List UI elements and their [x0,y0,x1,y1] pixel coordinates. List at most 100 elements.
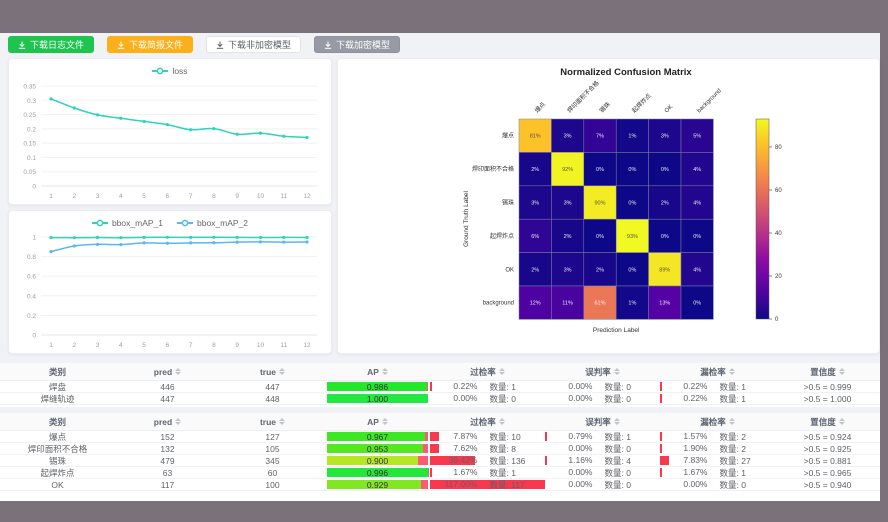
svg-text:0.2: 0.2 [27,126,36,133]
misjudge-rate-percent: 0.00% [568,479,593,489]
cm-cell [583,152,617,187]
svg-text:焊印面积不合格: 焊印面积不合格 [472,165,514,173]
ap-cell: 0.953 [325,443,430,454]
sort-caret-icon[interactable] [838,368,845,375]
download-plain-model-button[interactable]: 下载非加密模型 [206,36,302,53]
pred-cell: 117 [160,479,175,490]
sort-caret-icon[interactable] [613,368,620,375]
over-detect-rate: 0.00% 数量: 0 [430,393,545,404]
sort-caret-icon[interactable] [175,368,182,375]
miss-rate: 0.22% 数量: 1 [660,381,775,392]
svg-text:0.15: 0.15 [23,141,36,148]
confidence-cell: >0.5 = 1.000 [803,393,852,404]
category-cell: OK [51,479,64,490]
sort-caret-icon[interactable] [838,418,845,425]
download-icon [324,41,332,49]
download-report-button[interactable]: 下载简报文件 [107,36,194,53]
svg-text:0.3: 0.3 [27,98,36,105]
miss-rate: 1.57% 数量: 2 [660,431,775,442]
over-detect-rate: 0.22% 数量: 1 [430,381,545,392]
svg-text:OK: OK [664,104,674,114]
misjudge-rate-percent: 0.00% [568,443,593,453]
over-detect-rate-percent: 0.22% [453,381,478,391]
column-header-漏检率: 漏检率 [660,413,775,430]
column-header-AP: AP [325,363,430,380]
table-row: 爆点 152 127 0.967 7.87% 数量: 10 0.79% 数量: 1 1.57% 数… [0,431,880,443]
cm-cell [615,285,649,320]
miss-rate: 0.00% 数量: 0 [660,479,775,490]
legend-item-bbox_mAP_1[interactable]: bbox_mAP_1 [91,218,163,228]
sort-caret-icon[interactable] [175,418,182,425]
miss-rate-count: 数量: 0 [719,479,746,490]
sort-caret-icon[interactable] [381,368,388,375]
category-cell: 焊盘 [48,381,66,392]
miss-rate-count: 数量: 2 [719,443,746,454]
legend-label: bbox_mAP_1 [111,218,163,228]
column-header-label: 类别 [48,416,66,427]
svg-text:0.6: 0.6 [27,274,36,281]
svg-text:background: background [483,301,514,307]
pred-cell: 446 [160,381,175,392]
legend-label: loss [172,66,188,76]
svg-text:11: 11 [280,193,287,200]
cm-cell [551,185,585,220]
svg-text:Normalized Confusion Matrix: Normalized Confusion Matrix [560,67,692,78]
cm-cell [648,118,682,153]
legend-item-bbox_mAP_2[interactable]: bbox_mAP_2 [177,218,248,228]
cm-cell [680,285,714,320]
svg-text:2%: 2% [531,267,539,273]
true-cell: 105 [265,443,280,454]
misjudge-rate-percent: 0.00% [568,467,593,477]
svg-text:0.25: 0.25 [23,112,36,119]
miss-rate-count: 数量: 1 [719,381,746,392]
misjudge-rate-count: 数量: 1 [604,431,631,442]
svg-text:3%: 3% [531,201,539,207]
sort-caret-icon[interactable] [279,418,286,425]
svg-text:12%: 12% [530,301,541,307]
sort-caret-icon[interactable] [279,368,286,375]
svg-text:0.35: 0.35 [23,84,36,91]
svg-text:0.2: 0.2 [27,313,36,320]
over-detect-rate-count: 数量: 1 [489,467,516,478]
over-detect-rate-count: 数量: 0 [489,393,516,404]
misjudge-rate: 0.00% 数量: 0 [545,393,660,404]
table-header-row: 类别 pred true AP 过检率 误判率 漏检率 置信度 [0,363,880,381]
column-header-pred: pred [115,413,220,430]
svg-text:2: 2 [72,193,76,200]
cm-cell [583,252,617,287]
download-log-button[interactable]: 下载日志文件 [8,36,95,53]
over-detect-rate: 7.87% 数量: 10 [430,431,545,442]
table-row: 焊印面积不合格 132 105 0.953 7.62% 数量: 8 0.00% 数量: 0 1.… [0,443,880,455]
sort-caret-icon[interactable] [728,368,735,375]
column-header-label: true [259,366,277,377]
svg-text:3%: 3% [564,267,572,273]
sort-caret-icon[interactable] [613,418,620,425]
download-plain-model-label: 下载非加密模型 [228,40,292,50]
ap-value: 0.986 [366,381,389,392]
over-detect-rate-count: 数量: 10 [489,431,521,442]
misjudge-rate-count: 数量: 0 [604,443,631,454]
ap-bar [327,382,427,391]
column-header-过检率: 过检率 [430,363,545,380]
miss-rate-bar [660,444,663,453]
sort-caret-icon[interactable] [498,418,505,425]
sort-caret-icon[interactable] [498,368,505,375]
cm-cell [648,218,682,253]
ap-value: 0.996 [366,467,389,478]
table-row: 起焊炸点 63 60 0.996 1.67% 数量: 1 0.00% 数量: 0 1.67% 数量… [0,467,880,479]
sort-caret-icon[interactable] [381,418,388,425]
ap-value: 1.000 [366,393,389,404]
svg-text:0.1: 0.1 [27,155,36,162]
svg-text:0.05: 0.05 [23,169,36,176]
sort-caret-icon[interactable] [728,418,735,425]
svg-text:1: 1 [49,193,53,200]
cm-cell [583,218,617,253]
miss-rate-percent: 1.67% [683,467,708,477]
download-encrypted-model-button[interactable]: 下载加密模型 [314,36,401,53]
over-detect-rate-percent: 7.87% [453,431,478,441]
miss-rate-percent: 1.57% [683,431,708,441]
svg-text:40: 40 [775,231,782,237]
misjudge-rate-percent: 1.16% [568,455,593,465]
legend-item-loss[interactable]: loss [152,66,188,76]
svg-text:92%: 92% [562,167,573,173]
